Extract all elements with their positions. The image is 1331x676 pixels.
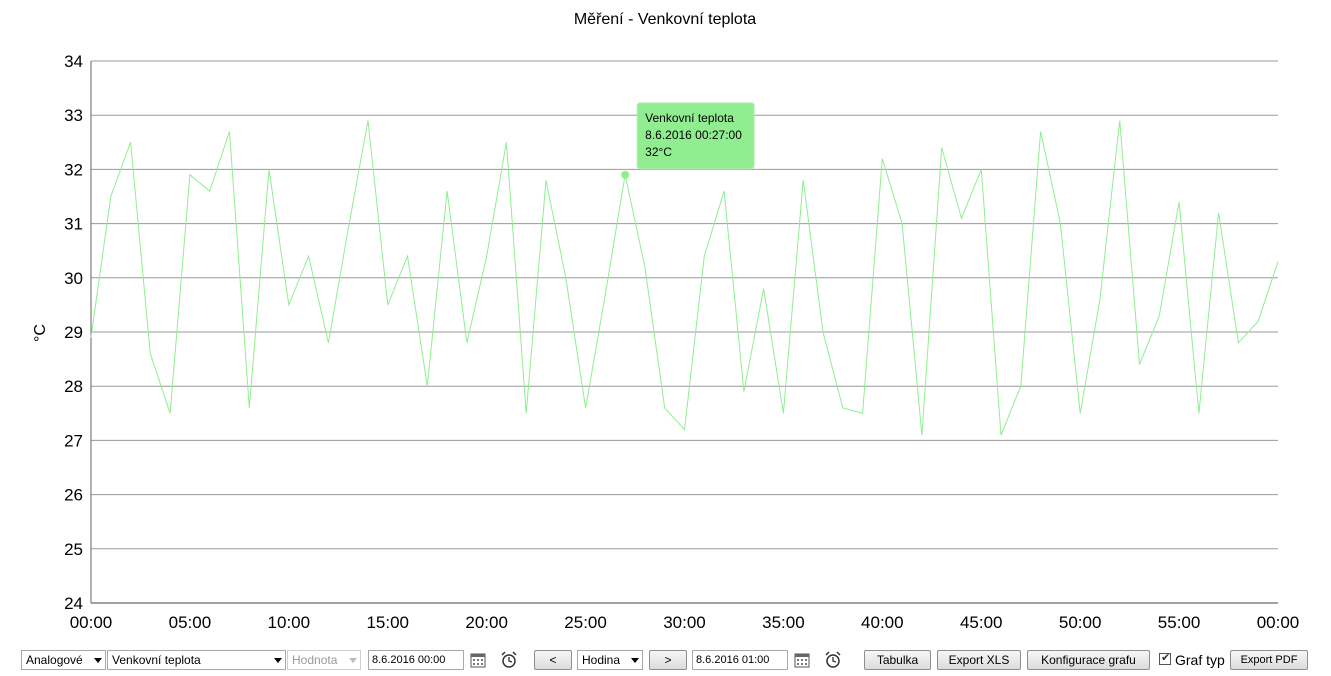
toolbar: Analogové Venkovní teplota Hodnota 8.6.2…: [0, 648, 1331, 674]
hover-point[interactable]: [621, 170, 630, 179]
alarm-clock-icon[interactable]: [824, 650, 842, 670]
y-tick-label: 34: [64, 52, 83, 71]
tooltip-box: [636, 102, 755, 170]
date-from-value: 8.6.2016 00:00: [372, 654, 446, 666]
series-line: [90, 120, 1279, 436]
line-chart: Měření - Venkovní teplota °C 24252627282…: [32, 11, 1300, 632]
grid-lines: [90, 60, 1278, 604]
tooltip: Venkovní teplota 8.6.2016 00:27:00 32°C: [621, 102, 755, 179]
export-pdf-button[interactable]: Export PDF: [1230, 650, 1308, 670]
x-tick-label: 45:00: [960, 613, 1003, 632]
y-tick-label: 26: [64, 486, 83, 505]
alarm-clock-icon[interactable]: [500, 650, 518, 670]
checkmark-icon: ✔: [1161, 652, 1171, 664]
tooltip-value: 32°C: [645, 145, 672, 159]
x-axis-ticks: 00:00 05:00 10:00 15:00 20:00 25:00 30:00 35:00…: [70, 613, 1300, 632]
tooltip-series: Venkovní teplota: [645, 111, 734, 125]
x-tick-label: 50:00: [1059, 613, 1102, 632]
interval-select-value: Hodina: [582, 653, 621, 667]
graph-type-label: Graf typ: [1175, 652, 1225, 668]
value-select[interactable]: Hodnota: [287, 650, 361, 670]
y-tick-label: 25: [64, 540, 83, 559]
channel-select-value: Venkovní teplota: [112, 653, 201, 667]
graph-type-checkbox[interactable]: ✔: [1159, 652, 1171, 665]
y-axis-ticks: 24 25 26 27 28 29 30 31 32 33 34: [64, 52, 83, 613]
x-tick-label: 30:00: [663, 613, 706, 632]
date-to-value: 8.6.2016 01:00: [696, 654, 770, 666]
y-axis-label: °C: [32, 324, 49, 342]
x-tick-label: 00:00: [70, 613, 113, 632]
y-tick-label: 29: [64, 323, 83, 342]
y-tick-label: 32: [64, 160, 83, 179]
mode-select[interactable]: Analogové: [21, 650, 106, 670]
export-xls-button[interactable]: Export XLS: [937, 650, 1021, 670]
x-tick-label: 00:00: [1257, 613, 1300, 632]
x-tick-label: 40:00: [861, 613, 904, 632]
series-venkovni-teplota: [90, 120, 1279, 436]
graph-config-button[interactable]: Konfigurace grafu: [1027, 650, 1150, 670]
tooltip-time: 8.6.2016 00:27:00: [645, 128, 742, 142]
y-tick-label: 33: [64, 106, 83, 125]
value-select-value: Hodnota: [292, 653, 338, 667]
x-tick-label: 20:00: [465, 613, 508, 632]
table-button[interactable]: Tabulka: [864, 650, 931, 670]
mode-select-value: Analogové: [26, 653, 83, 667]
x-tick-label: 25:00: [564, 613, 607, 632]
y-tick-label: 24: [64, 594, 83, 613]
date-to-input[interactable]: 8.6.2016 01:00: [692, 650, 788, 670]
x-tick-label: 55:00: [1158, 613, 1201, 632]
x-tick-label: 05:00: [169, 613, 212, 632]
x-tick-label: 15:00: [366, 613, 409, 632]
channel-select[interactable]: Venkovní teplota: [107, 650, 286, 670]
x-tick-label: 10:00: [268, 613, 311, 632]
x-tick-label: 35:00: [762, 613, 805, 632]
y-tick-label: 27: [64, 431, 83, 450]
calendar-icon[interactable]: [793, 650, 811, 670]
prev-button[interactable]: <: [534, 650, 572, 670]
interval-select[interactable]: Hodina: [577, 650, 643, 670]
chart-title: Měření - Venkovní teplota: [574, 11, 756, 28]
date-from-input[interactable]: 8.6.2016 00:00: [368, 650, 464, 670]
calendar-icon[interactable]: [469, 650, 487, 670]
y-tick-label: 31: [64, 215, 83, 234]
next-button[interactable]: >: [649, 650, 687, 670]
y-tick-label: 28: [64, 377, 83, 396]
y-tick-label: 30: [64, 269, 83, 288]
